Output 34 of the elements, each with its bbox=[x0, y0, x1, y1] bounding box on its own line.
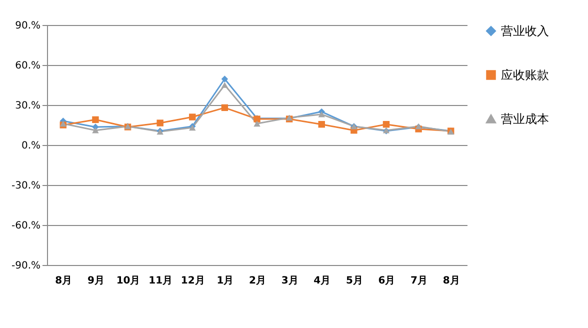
x-tick-label: 8月 bbox=[442, 276, 460, 286]
legend-label: 应收账款 bbox=[501, 68, 549, 82]
y-tick-label: 30.% bbox=[15, 100, 40, 112]
legend-label: 营业收入 bbox=[501, 24, 549, 38]
point bbox=[92, 127, 99, 134]
y-tick-label: 0.% bbox=[21, 140, 40, 152]
x-tick-label: 12月 bbox=[180, 276, 205, 286]
point bbox=[221, 82, 228, 88]
point bbox=[221, 104, 228, 112]
point bbox=[382, 120, 390, 128]
x-tick-label: 3月 bbox=[281, 276, 298, 286]
y-tick-label: 60.% bbox=[15, 60, 40, 72]
y-tick-label: -60.% bbox=[11, 220, 40, 232]
x-tick-label: 6月 bbox=[378, 276, 396, 286]
x-tick-label: 11月 bbox=[148, 276, 173, 286]
x-tick-label: 4月 bbox=[314, 276, 331, 286]
x-tick-label: 10月 bbox=[116, 276, 140, 286]
point bbox=[318, 111, 325, 118]
point bbox=[156, 120, 164, 126]
x-tick-label: 2月 bbox=[249, 276, 266, 286]
x-tick-label: 1月 bbox=[216, 276, 234, 286]
point bbox=[92, 116, 99, 124]
point bbox=[189, 114, 196, 120]
point bbox=[254, 120, 260, 127]
y-tick-label: -90.% bbox=[11, 260, 40, 272]
x-tick-label: 7月 bbox=[410, 276, 428, 286]
x-tick-label: 5月 bbox=[346, 276, 363, 286]
y-tick-label: -30.% bbox=[11, 180, 40, 192]
legend-label: 营业成本 bbox=[501, 112, 549, 126]
x-tick-label: 9月 bbox=[87, 276, 104, 286]
point bbox=[221, 76, 228, 82]
x-tick-label: 8月 bbox=[55, 276, 72, 286]
y-tick-label: 90.% bbox=[15, 20, 40, 32]
point bbox=[318, 120, 325, 128]
